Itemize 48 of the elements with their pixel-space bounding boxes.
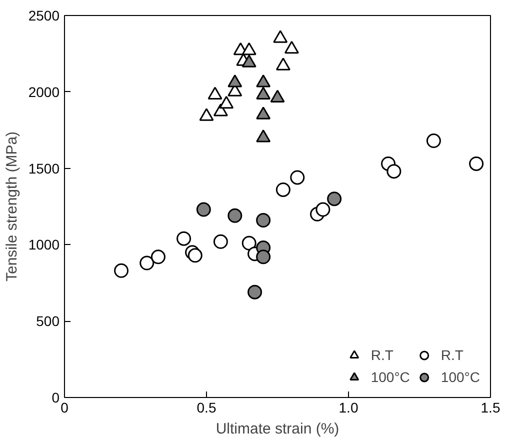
point [290, 170, 305, 185]
y-tick-label: 2000 [28, 84, 60, 100]
point [276, 182, 290, 197]
point [256, 250, 271, 264]
point [426, 134, 441, 148]
legend-label: 100°C [370, 369, 410, 385]
y-tick-label: 1000 [28, 236, 60, 253]
legend-label: 100°C [440, 369, 480, 385]
point [469, 156, 484, 171]
point [270, 90, 285, 103]
point [256, 86, 271, 100]
y-tick-label: 500 [36, 313, 60, 330]
x-tick-label: 0.5 [196, 400, 216, 416]
point [273, 30, 288, 43]
point [188, 248, 202, 263]
y-tick-label: 2500 [28, 8, 60, 24]
point [196, 202, 211, 217]
point [213, 234, 228, 249]
point [284, 40, 299, 54]
point [228, 208, 242, 223]
point [256, 74, 271, 88]
point [256, 129, 271, 142]
x-tick-label: 1.0 [338, 400, 358, 416]
point [248, 284, 262, 300]
point [256, 106, 271, 120]
y-tick-label: 0 [52, 390, 60, 406]
point [176, 231, 192, 246]
point [150, 250, 166, 264]
point [219, 96, 234, 109]
legend-label: R.T [370, 347, 394, 363]
point [256, 213, 271, 228]
x-tick-label: 1.5 [480, 400, 500, 416]
y-tick-label: 1500 [28, 160, 60, 176]
point [276, 58, 290, 70]
point [316, 202, 330, 217]
point [327, 192, 342, 206]
point [386, 164, 402, 179]
point [242, 54, 256, 68]
point [242, 42, 256, 56]
legend-label: R.T [440, 347, 464, 363]
point [242, 236, 256, 250]
point [199, 108, 214, 121]
point [228, 74, 242, 88]
point [208, 86, 222, 100]
point [140, 256, 154, 270]
y-axis-title: Tensile strength (MPa) [3, 131, 20, 282]
x-axis-title: Ultimate strain (%) [216, 420, 340, 438]
point [114, 263, 129, 278]
